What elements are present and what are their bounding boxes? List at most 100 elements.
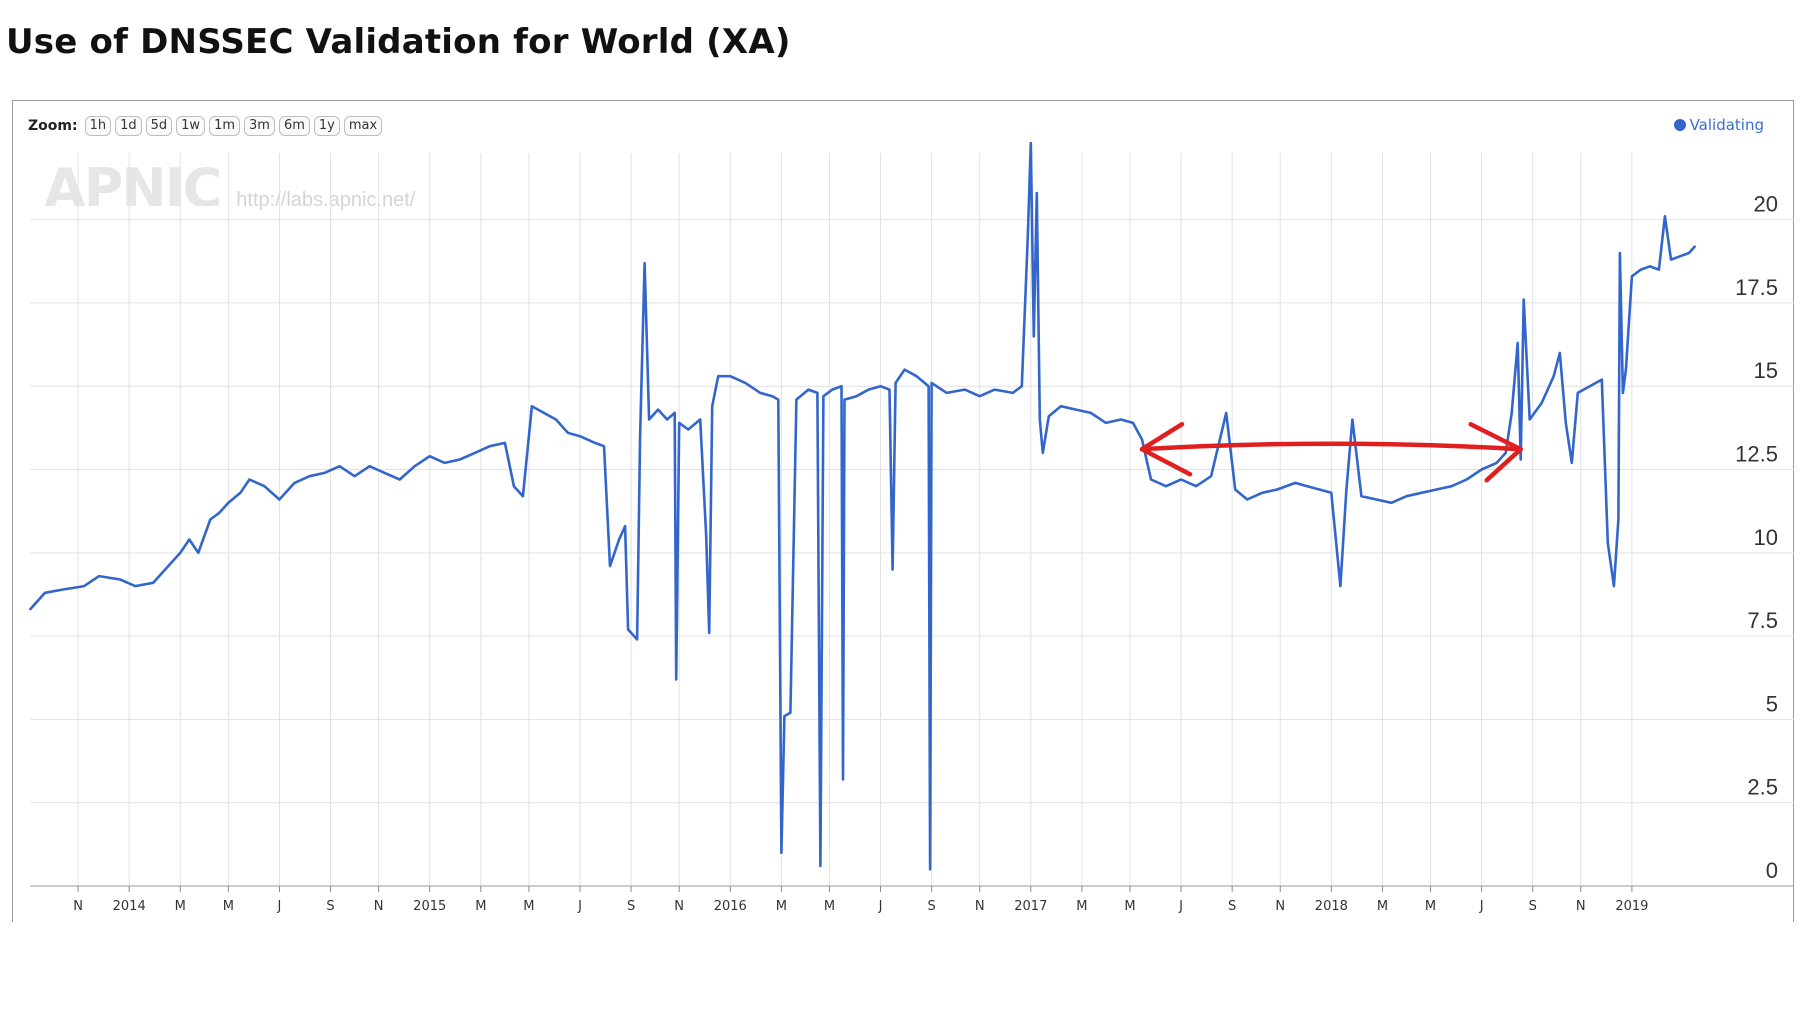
data-point: [1294, 482, 1297, 484]
axis-layer: 0 2.5 5 7.5 10 12.5 15 17.5 20 N 2014 M M J S N 2015 M M J S…: [30, 192, 1794, 914]
data-point: [1519, 458, 1522, 461]
data-point: [840, 385, 843, 388]
data-point: [1420, 491, 1423, 494]
data-point: [903, 368, 906, 371]
data-point: [1339, 585, 1342, 587]
zoom-3m-button[interactable]: 3m: [244, 116, 275, 136]
data-point: [636, 638, 638, 641]
data-point: [1041, 452, 1044, 454]
data-point: [963, 388, 966, 391]
data-point: [1649, 265, 1651, 268]
x-tick-label: S: [1529, 899, 1537, 914]
data-point: [473, 452, 476, 454]
x-tick-label: M: [1124, 899, 1135, 914]
x-tick-label: M: [1377, 899, 1388, 914]
data-point: [1120, 418, 1122, 421]
zoom-bar: Zoom: 1h 1d 5d 1w 1m 3m 6m 1y max: [28, 116, 383, 136]
data-point: [1345, 488, 1348, 491]
data-point: [1570, 462, 1573, 464]
data-point: [1640, 268, 1642, 271]
legend-label: Validating: [1689, 116, 1764, 134]
data-point: [119, 578, 122, 581]
data-point: [1625, 368, 1627, 371]
zoom-1m-button[interactable]: 1m: [209, 116, 240, 136]
data-point: [744, 382, 747, 384]
zoom-6m-button[interactable]: 6m: [278, 116, 310, 136]
data-point: [83, 585, 85, 587]
data-point: [555, 418, 557, 421]
data-point: [1318, 488, 1321, 491]
data-point: [1679, 255, 1681, 258]
data-point: [383, 472, 386, 474]
data-point: [777, 398, 780, 401]
data-point: [1195, 485, 1197, 488]
data-point: [323, 472, 326, 474]
data-point: [44, 591, 46, 594]
annotation-arrow-shaft: [1139, 441, 1523, 452]
data-point: [1631, 275, 1633, 278]
data-point: [1011, 392, 1014, 394]
data-point: [218, 511, 221, 514]
zoom-1d-button[interactable]: 1d: [115, 116, 142, 136]
data-point: [164, 568, 167, 571]
data-point: [1558, 352, 1561, 354]
data-point: [639, 435, 641, 438]
data-point: [1210, 475, 1212, 478]
data-point: [308, 475, 311, 478]
data-point: [945, 392, 948, 394]
y-tick-label: 7.5: [1747, 608, 1778, 633]
zoom-5d-button[interactable]: 5d: [145, 116, 173, 136]
annotation-layer: [1139, 421, 1523, 483]
data-point: [1600, 378, 1603, 381]
data-point: [29, 608, 31, 611]
data-point: [618, 538, 620, 541]
data-point: [603, 445, 605, 448]
annotation-arrowhead-left: [1139, 421, 1193, 477]
data-point: [780, 851, 783, 854]
legend[interactable]: Validating: [1673, 116, 1764, 134]
x-tick-label: M: [1425, 899, 1436, 914]
zoom-1y-button[interactable]: 1y: [313, 116, 340, 136]
data-point: [209, 518, 212, 521]
series-line-validating[interactable]: [29, 141, 1696, 871]
zoom-1w-button[interactable]: 1w: [176, 116, 206, 136]
data-point: [1613, 585, 1615, 587]
chart-frame: [12, 100, 1794, 922]
data-point: [1435, 488, 1438, 491]
y-tick-label: 15: [1754, 358, 1778, 383]
data-point: [927, 385, 930, 388]
data-point: [227, 501, 230, 504]
data-point: [789, 711, 792, 714]
data-point: [1480, 468, 1483, 471]
x-tick-label: M: [824, 899, 835, 914]
watermark-logo: APNIC: [44, 166, 221, 206]
data-point: [1141, 438, 1143, 441]
data-point: [428, 455, 431, 458]
data-point: [666, 418, 668, 421]
data-point: [1180, 478, 1182, 481]
data-point: [1132, 422, 1134, 424]
x-tick-label: N: [975, 899, 985, 914]
data-point: [278, 498, 281, 501]
x-tick-label: S: [1228, 899, 1236, 914]
data-point: [1528, 418, 1531, 421]
x-tick-label: 2018: [1315, 899, 1348, 914]
data-point: [819, 865, 822, 867]
data-point: [915, 375, 918, 378]
data-point: [1032, 335, 1035, 338]
series-layer: [29, 141, 1696, 871]
data-point: [1047, 415, 1050, 418]
data-point: [1619, 252, 1621, 254]
data-point: [1306, 485, 1309, 488]
data-point: [678, 422, 681, 424]
x-tick-label: 2017: [1014, 899, 1047, 914]
x-tick-label: J: [1178, 899, 1183, 914]
data-point: [398, 478, 401, 481]
zoom-1h-button[interactable]: 1h: [84, 116, 112, 136]
zoom-max-button[interactable]: max: [343, 116, 383, 136]
data-point: [855, 395, 858, 398]
x-tick-label: S: [627, 899, 635, 914]
data-point: [368, 465, 371, 468]
data-point: [338, 465, 341, 468]
y-tick-label: 10: [1754, 525, 1778, 550]
